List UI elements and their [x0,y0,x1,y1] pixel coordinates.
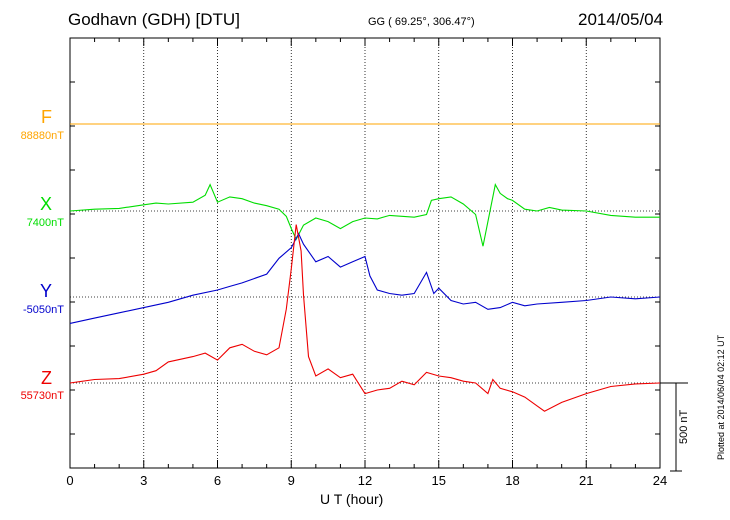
series-line-x [69,183,660,247]
x-tick-label: 18 [505,473,519,488]
channel-x-letter: X [39,194,52,214]
channel-z-letter: Z [41,368,52,388]
channel-z-baseline: 55730nT [20,390,64,402]
station-coordinates: GG ( 69.25°, 306.47°) [368,16,475,28]
channel-f-letter: F [41,107,52,127]
chart-title: Godhavn (GDH) [DTU] [68,10,240,29]
series-line-z [69,224,661,412]
scale-bar-label: 500 nT [678,409,690,444]
channel-x-baseline: 7400nT [26,217,64,229]
x-tick-label: 15 [432,473,446,488]
channel-f-baseline: 88880nT [20,130,64,142]
x-tick-label: 3 [140,473,147,488]
channel-y-letter: Y [39,281,52,301]
plot-frame [69,37,661,469]
x-tick-label: 21 [579,473,593,488]
channel-y-baseline: -5050nT [23,304,64,316]
x-tick-label: 12 [358,473,372,488]
x-tick-label: 24 [653,473,667,488]
chart-date: 2014/05/04 [578,10,664,29]
x-tick-label: 6 [214,473,221,488]
x-tick-label: 9 [288,473,295,488]
plotted-timestamp: Plotted at 2014/06/04 02:12 UT [716,334,726,460]
x-axis-label: U T (hour) [320,491,384,507]
x-tick-label: 0 [66,473,73,488]
series-line-y [69,232,661,324]
